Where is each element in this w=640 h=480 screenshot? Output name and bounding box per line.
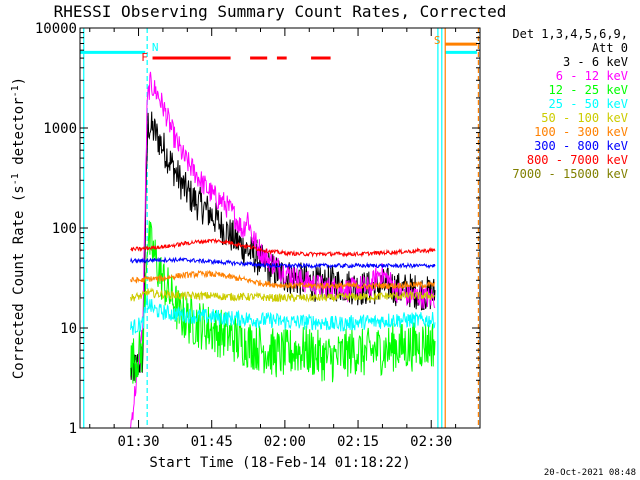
legend-entry-0: 3 - 6 keV bbox=[563, 55, 628, 69]
footer-date: 20-Oct-2021 08:48 bbox=[544, 468, 636, 478]
y-axis-label-exponent-2: -1 bbox=[10, 85, 21, 97]
legend-header-attenuator: Att 0 bbox=[592, 41, 628, 55]
y-axis-label-exponent: -1 bbox=[10, 173, 21, 185]
x-axis-label: Start Time (18-Feb-14 01:18:22) bbox=[149, 455, 410, 471]
y-axis-label-end: ) bbox=[11, 77, 27, 85]
series-trace-2 bbox=[130, 220, 436, 384]
y-axis-ticks: 1 10 100 1000 10000 bbox=[35, 21, 480, 437]
x-tick-label-0: 01:30 bbox=[117, 434, 159, 450]
x-axis-ticks: 01:30 01:45 02:00 02:15 02:30 bbox=[89, 28, 457, 450]
instrument-state-bars bbox=[80, 42, 477, 54]
series-trace-1 bbox=[130, 71, 436, 428]
y-axis-label-start: Corrected Count Rate (s bbox=[11, 185, 27, 379]
chart-title: RHESSI Observing Summary Count Rates, Co… bbox=[54, 2, 507, 21]
data-series bbox=[130, 71, 436, 428]
legend-header-detectors: Det 1,3,4,5,6,9, bbox=[512, 27, 628, 41]
flags-layer: FN S bbox=[141, 34, 440, 64]
legend-entry-5: 100 - 300 keV bbox=[534, 125, 628, 139]
y-tick-label-1: 10 bbox=[60, 321, 77, 337]
y-tick-label-4: 10000 bbox=[35, 21, 77, 37]
series-trace-6 bbox=[130, 256, 436, 270]
series-trace-7 bbox=[130, 237, 436, 258]
y-axis-label: Corrected Count Rate (s-1 detector-1) bbox=[10, 77, 27, 379]
y-tick-label-3: 1000 bbox=[43, 121, 77, 137]
legend-entry-2: 12 - 25 keV bbox=[549, 83, 628, 97]
legend-entry-3: 25 - 50 keV bbox=[549, 97, 628, 111]
state-change-lines bbox=[83, 28, 479, 428]
series-trace-3 bbox=[130, 296, 436, 336]
x-tick-label-2: 02:00 bbox=[264, 434, 306, 450]
legend-entry-4: 50 - 100 keV bbox=[541, 111, 628, 125]
series-trace-4 bbox=[130, 287, 436, 303]
series-trace-5 bbox=[130, 269, 436, 291]
night-flag-label: N bbox=[152, 41, 159, 54]
x-tick-label-1: 01:45 bbox=[191, 434, 233, 450]
x-tick-label-4: 02:30 bbox=[410, 434, 452, 450]
y-tick-label-0: 1 bbox=[69, 421, 77, 437]
y-axis-label-mid: detector bbox=[11, 97, 27, 173]
x-tick-label-3: 02:15 bbox=[337, 434, 379, 450]
saa-flag-label: S bbox=[434, 34, 441, 47]
legend-entry-8: 7000 - 15000 keV bbox=[512, 167, 628, 181]
flare-flag-label: F bbox=[141, 51, 148, 64]
y-tick-label-2: 100 bbox=[52, 221, 77, 237]
legend-entry-7: 800 - 7000 keV bbox=[527, 153, 628, 167]
legend-entry-1: 6 - 12 keV bbox=[556, 69, 628, 83]
legend-entry-6: 300 - 800 keV bbox=[534, 139, 628, 153]
